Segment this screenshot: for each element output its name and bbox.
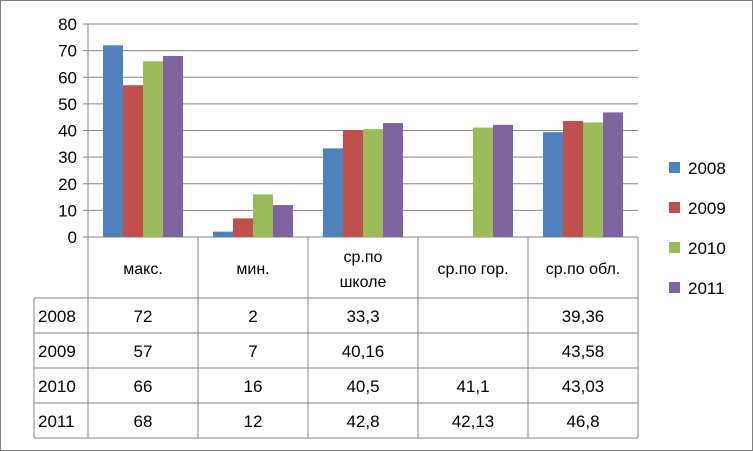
category-label-2-1: школе <box>340 274 387 291</box>
legend-label-2010: 2010 <box>688 239 726 258</box>
y-tick-label-60: 60 <box>58 68 77 87</box>
cell-2010-4: 43,03 <box>562 377 605 396</box>
cell-2010-2: 40,5 <box>346 377 379 396</box>
bar-2008-2 <box>323 148 343 237</box>
category-label-0: макс. <box>123 261 163 278</box>
y-tick-label-20: 20 <box>58 175 77 194</box>
y-tick-label-40: 40 <box>58 122 77 141</box>
bar-2008-0 <box>103 45 123 237</box>
bar-2009-4 <box>563 120 583 237</box>
legend-label-2008: 2008 <box>688 159 726 178</box>
legend: 2008 2009 2010 2011 <box>669 159 726 298</box>
cell-2011-3: 42,13 <box>452 412 495 431</box>
cell-2009-0: 57 <box>134 342 153 361</box>
legend-label-2009: 2009 <box>688 199 726 218</box>
category-label-3: ср.по гор. <box>437 261 508 278</box>
bar-2009-1 <box>233 218 253 237</box>
cell-2008-1: 2 <box>248 307 257 326</box>
bar-2008-4 <box>543 132 563 237</box>
bars <box>103 45 623 238</box>
cell-2009-1: 7 <box>248 342 257 361</box>
bar-2010-1 <box>253 194 273 237</box>
cell-2008-0: 72 <box>134 307 153 326</box>
cell-2011-2: 42,8 <box>346 412 379 431</box>
y-tick-label-10: 10 <box>58 201 77 220</box>
bar-2008-1 <box>213 231 233 237</box>
row-label-2010: 2010 <box>38 377 76 396</box>
legend-swatch-2010 <box>669 242 680 253</box>
cell-2011-4: 46,8 <box>566 412 599 431</box>
cell-2008-2: 33,3 <box>346 307 379 326</box>
cell-2009-4: 43,58 <box>562 342 605 361</box>
data-table: макс. мин. ср.по школе ср.по гор. ср.по обл. 2… <box>33 237 639 439</box>
bar-2009-0 <box>123 85 143 237</box>
cell-2011-0: 68 <box>134 412 153 431</box>
category-label-4: ср.по обл. <box>546 261 620 278</box>
y-tick-label-80: 80 <box>58 15 77 34</box>
legend-swatch-2009 <box>669 202 680 213</box>
row-label-2008: 2008 <box>38 307 76 326</box>
bar-2009-2 <box>343 130 363 237</box>
y-axis: 0 10 20 30 40 50 60 70 80 <box>58 15 89 247</box>
cell-2011-1: 12 <box>244 412 263 431</box>
cell-2009-2: 40,16 <box>342 342 385 361</box>
cell-2010-1: 16 <box>244 377 263 396</box>
bar-2010-2 <box>363 129 383 237</box>
y-tick-label-30: 30 <box>58 148 77 167</box>
legend-swatch-2011 <box>669 282 680 293</box>
category-label-2-0: ср.по <box>344 249 383 266</box>
cell-2010-0: 66 <box>134 377 153 396</box>
y-tick-label-50: 50 <box>58 95 77 114</box>
bar-2011-2 <box>383 123 403 237</box>
legend-label-2011: 2011 <box>688 279 725 298</box>
bar-2010-4 <box>583 122 603 237</box>
category-label-1: мин. <box>236 261 269 278</box>
cell-2008-4: 39,36 <box>562 307 605 326</box>
bar-2011-0 <box>163 55 183 238</box>
bar-2011-1 <box>273 205 293 237</box>
bar-2011-3 <box>493 124 513 237</box>
y-tick-label-0: 0 <box>68 228 77 247</box>
row-label-2009: 2009 <box>38 342 76 361</box>
bar-2011-4 <box>603 112 623 237</box>
cell-2010-3: 41,1 <box>456 377 489 396</box>
legend-swatch-2008 <box>669 162 680 173</box>
row-label-2011: 2011 <box>38 412 75 431</box>
bar-2010-0 <box>143 61 163 238</box>
bar-2010-3 <box>473 127 493 237</box>
y-tick-label-70: 70 <box>58 42 77 61</box>
